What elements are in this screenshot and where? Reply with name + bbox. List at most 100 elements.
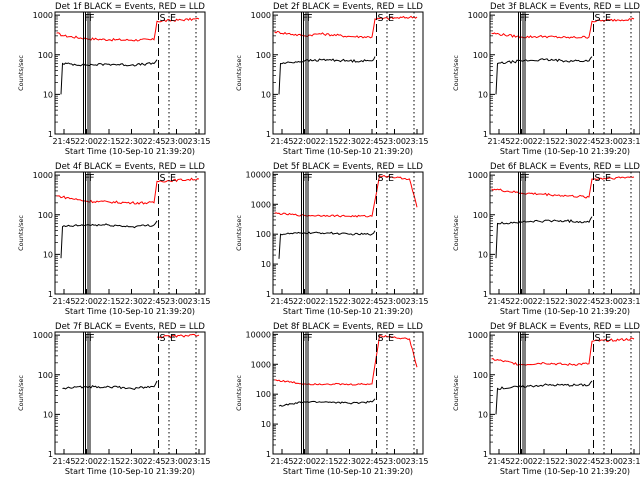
panel-4: Det 4f BLACK = Events, RED = LLD 1 10 100 10… <box>17 162 211 316</box>
x-tick-label: 22:15 <box>97 137 120 146</box>
plot-frame <box>54 171 206 295</box>
flag-label: E <box>170 173 176 184</box>
x-tick-label: 23:00 <box>165 297 188 306</box>
y-tick-label: 1 <box>483 450 488 459</box>
y-tick-label: 1 <box>483 290 488 299</box>
x-axis-label: Start Time (10-Sep-10 21:39:20) <box>283 467 413 476</box>
x-axis-label: Start Time (10-Sep-10 21:39:20) <box>500 307 630 316</box>
y-tick-label: 1 <box>48 130 53 139</box>
panel-title: Det 6f BLACK = Events, RED = LLD <box>490 162 640 172</box>
y-tick-label: 10000 <box>246 330 271 339</box>
x-tick-label: 23:00 <box>383 137 406 146</box>
y-tick-label: 1000 <box>33 11 53 20</box>
flag-label: S <box>378 333 384 344</box>
x-tick-label: 22:30 <box>555 297 578 306</box>
x-tick-label: 22:15 <box>532 457 555 466</box>
y-tick-label: 1000 <box>33 171 53 180</box>
x-tick-label: 21:45 <box>487 137 510 146</box>
flag-label: S <box>160 333 166 344</box>
events-series-line <box>278 398 376 407</box>
x-tick-label: 23:00 <box>600 137 623 146</box>
y-tick-label: 1000 <box>251 360 271 369</box>
x-tick-label: 21:45 <box>52 137 75 146</box>
x-tick-label: 22:15 <box>532 137 555 146</box>
flag-label: F <box>307 333 312 344</box>
panel-title: Det 5f BLACK = Events, RED = LLD <box>273 162 423 172</box>
lld-series-line <box>491 17 635 39</box>
y-tick-label: 10 <box>261 90 271 99</box>
y-tick-label: 100 <box>473 211 488 220</box>
flag-label: F <box>520 333 525 344</box>
flag-label: F <box>303 173 308 184</box>
flag-label: E <box>388 13 394 24</box>
x-tick-label: 23:15 <box>405 457 428 466</box>
x-tick-label: 23:00 <box>600 457 623 466</box>
x-tick-label: 22:45 <box>360 297 383 306</box>
y-tick-label: 10 <box>43 410 53 419</box>
x-tick-label: 23:15 <box>622 137 640 146</box>
y-axis-label: Counts/sec <box>17 215 25 251</box>
plot-frame <box>489 11 640 135</box>
x-axis-label: Start Time (10-Sep-10 21:39:20) <box>283 147 413 156</box>
x-tick-label: 22:00 <box>510 457 533 466</box>
y-tick-label: 100 <box>256 390 271 399</box>
x-tick-label: 21:45 <box>487 457 510 466</box>
x-tick-label: 23:15 <box>187 457 210 466</box>
x-tick-label: 21:45 <box>270 457 293 466</box>
y-tick-label: 1000 <box>468 11 488 20</box>
panel-title: Det 8f BLACK = Events, RED = LLD <box>273 322 423 332</box>
flag-label: F <box>524 173 529 184</box>
flag-label: E <box>170 333 176 344</box>
x-tick-label: 22:00 <box>75 297 98 306</box>
x-axis-label: Start Time (10-Sep-10 21:39:20) <box>65 467 195 476</box>
x-tick-label: 22:45 <box>360 457 383 466</box>
panel-title: Det 2f BLACK = Events, RED = LLD <box>273 2 423 12</box>
lld-series-line <box>491 337 635 367</box>
y-tick-label: 1 <box>266 450 271 459</box>
x-tick-label: 23:15 <box>187 137 210 146</box>
y-axis-label: Counts/sec <box>17 55 25 91</box>
panel-9: Det 9f BLACK = Events, RED = LLD 1 10 100 10… <box>452 322 640 476</box>
y-axis-label: Counts/sec <box>452 375 460 411</box>
plot-frame <box>272 11 424 135</box>
y-tick-label: 1000 <box>33 331 53 340</box>
y-tick-label: 100 <box>256 230 271 239</box>
lld-series-line <box>491 176 635 199</box>
events-series-line <box>495 380 593 415</box>
events-series-line <box>278 56 376 95</box>
x-tick-label: 23:00 <box>165 137 188 146</box>
x-tick-label: 22:15 <box>97 297 120 306</box>
y-tick-label: 1 <box>266 130 271 139</box>
x-tick-label: 22:00 <box>510 297 533 306</box>
flag-label: F <box>524 333 529 344</box>
panel-5: Det 5f BLACK = Events, RED = LLD 1 10 100 10… <box>235 162 429 316</box>
y-tick-label: 100 <box>473 371 488 380</box>
y-tick-label: 1000 <box>251 11 271 20</box>
plot-frame <box>489 331 640 455</box>
y-axis-label: Counts/sec <box>235 55 243 91</box>
x-tick-label: 22:00 <box>293 457 316 466</box>
x-tick-label: 22:45 <box>577 297 600 306</box>
x-tick-label: 22:30 <box>120 137 143 146</box>
plot-frame <box>54 11 206 135</box>
x-axis-label: Start Time (10-Sep-10 21:39:20) <box>65 307 195 316</box>
x-tick-label: 22:30 <box>338 457 361 466</box>
x-tick-label: 22:30 <box>555 137 578 146</box>
panel-3: Det 3f BLACK = Events, RED = LLD 1 10 100 10… <box>452 2 640 156</box>
flag-label: F <box>524 13 529 24</box>
x-tick-label: 22:00 <box>293 297 316 306</box>
y-axis-label: Counts/sec <box>235 215 243 251</box>
flag-label: S <box>595 333 601 344</box>
x-tick-label: 22:15 <box>315 297 338 306</box>
y-tick-label: 100 <box>256 51 271 60</box>
y-tick-label: 10 <box>261 260 271 269</box>
flag-label: F <box>520 13 525 24</box>
flag-label: F <box>85 173 90 184</box>
x-tick-label: 22:30 <box>338 137 361 146</box>
y-axis-label: Counts/sec <box>17 375 25 411</box>
y-tick-label: 100 <box>473 51 488 60</box>
y-tick-label: 1 <box>48 290 53 299</box>
panel-title: Det 9f BLACK = Events, RED = LLD <box>490 322 640 332</box>
x-tick-label: 23:00 <box>600 297 623 306</box>
flag-label: S <box>595 173 601 184</box>
